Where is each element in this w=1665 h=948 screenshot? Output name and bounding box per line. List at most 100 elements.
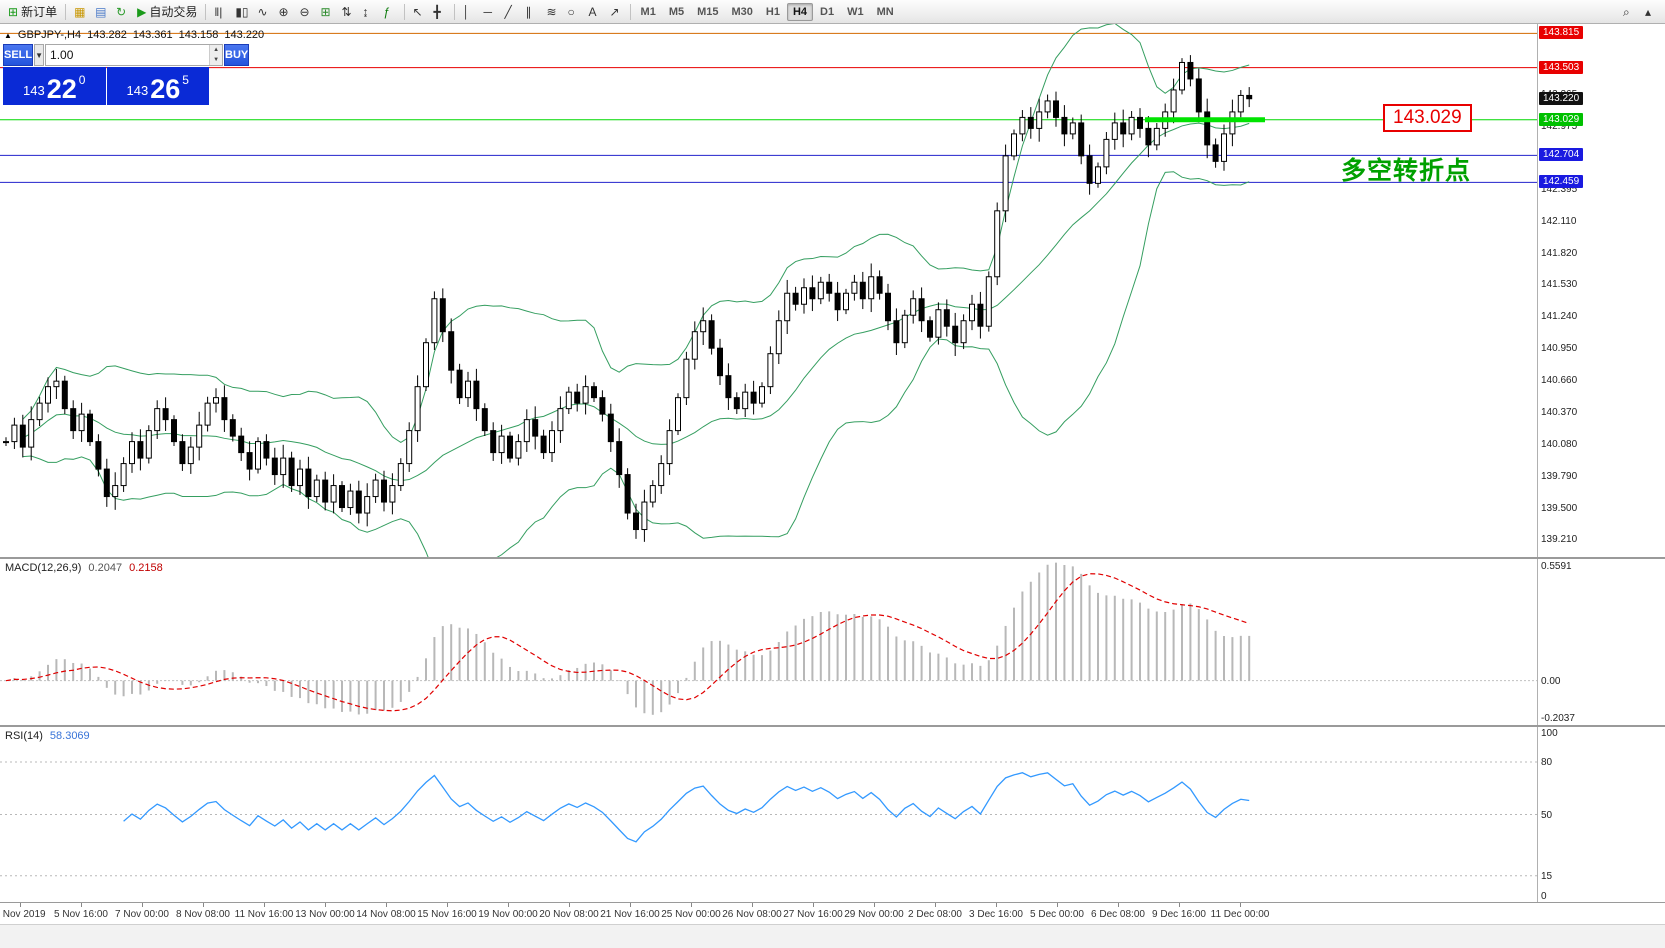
- price-scale[interactable]: 143.265142.975142.395142.110141.820141.5…: [1537, 24, 1665, 902]
- crosshair-icon: ╋: [433, 4, 441, 19]
- bollinger-middle-band: [22, 122, 1250, 482]
- crosshair-icon[interactable]: ╋: [430, 2, 450, 22]
- search-icon[interactable]: ⌕: [1619, 2, 1639, 22]
- volume-up-button[interactable]: ▲: [210, 45, 223, 55]
- tile-windows-icon[interactable]: ⊞: [317, 2, 337, 22]
- panel-divider[interactable]: [0, 557, 1665, 559]
- one-click-collapse-arrow[interactable]: ▲: [4, 30, 12, 40]
- macd-label: MACD(12,26,9) 0.2047 0.2158: [5, 562, 163, 574]
- panel-divider[interactable]: [0, 725, 1665, 727]
- rsi-scale-80: 80: [1541, 757, 1553, 768]
- sell-button[interactable]: SELL: [3, 44, 34, 66]
- text-icon[interactable]: A: [585, 2, 605, 22]
- channel-icon[interactable]: ∥: [522, 2, 542, 22]
- timeframe-button-h1[interactable]: H1: [765, 5, 780, 18]
- horizontal-line-icon: ─: [483, 4, 493, 19]
- macd-signal-line: [5, 573, 1250, 712]
- trendline-icon: ╱: [504, 4, 512, 19]
- toolbar-separator: [403, 3, 405, 20]
- price-badge-142.459: 142.459: [1539, 175, 1584, 189]
- time-tick: [325, 903, 326, 907]
- zoom-in-icon[interactable]: ⊕: [275, 2, 295, 22]
- time-axis[interactable]: 3 Nov 2019 5 Nov 16:00 7 Nov 00:00 8 Nov 08…: [0, 902, 1665, 924]
- window-bottom-strip: [0, 924, 1665, 948]
- arrange-asc-icon[interactable]: ⇅: [338, 2, 358, 22]
- price-badge-143.503: 143.503: [1539, 60, 1584, 74]
- rsi-panel[interactable]: RSI(14) 58.3069: [0, 727, 1537, 902]
- auto-trading-button[interactable]: ▶ 自动交易: [133, 2, 201, 22]
- bar-chart-icon[interactable]: ‖|: [210, 2, 230, 22]
- trendline-icon[interactable]: ╱: [501, 2, 521, 22]
- price-tick-142.975: 142.975: [1541, 120, 1578, 132]
- new-chart-icon[interactable]: ▦: [70, 2, 90, 22]
- cursor-icon[interactable]: ↖: [409, 2, 429, 22]
- price-tick-141.530: 141.530: [1541, 279, 1578, 291]
- buy-price-pane[interactable]: 143 26 5: [106, 67, 209, 105]
- volume-down-button[interactable]: ▼: [210, 55, 223, 65]
- price-tick-142.395: 142.395: [1541, 184, 1578, 196]
- toolbar-separator: [205, 3, 207, 20]
- toolbar-separator: [65, 3, 67, 20]
- toolbar-buttons: ⊞ 新订单 ▦ ▤ ↻ ▶ 自动交易 ‖| ▮▯ ∿ ⊕ ⊖ ⊞ ⇅ ↨ ƒ ↖ ╋ │ ─ ╱ ∥ ≋ ○ A ↗: [4, 2, 634, 22]
- timeframe-button-h4[interactable]: H4: [786, 2, 814, 21]
- refresh-icon[interactable]: ↻: [112, 2, 132, 22]
- zoom-out-icon[interactable]: ⊖: [296, 2, 316, 22]
- time-label: 3 Dec 16:00: [969, 909, 1023, 920]
- sell-price-pane[interactable]: 143 22 0: [3, 67, 106, 105]
- buy-button[interactable]: BUY: [224, 44, 250, 66]
- timeframe-button-m5[interactable]: M5: [668, 5, 685, 18]
- macd-scale--0.2037: -0.2037: [1541, 713, 1575, 724]
- timeframe-button-m30[interactable]: M30: [731, 5, 753, 18]
- candlestick-chart-icon[interactable]: ▮▯: [231, 2, 252, 22]
- text-icon: A: [588, 4, 597, 19]
- arrows-icon[interactable]: ↗: [606, 2, 626, 22]
- rsi-scale-0: 0: [1541, 891, 1547, 902]
- macd-histogram: [13, 562, 1251, 715]
- auto-trading-icon: ▶: [137, 4, 147, 19]
- time-label: 26 Nov 08:00: [722, 909, 782, 920]
- buy-price-pips: 26: [150, 74, 181, 105]
- timeframe-button-m1[interactable]: M1: [640, 5, 656, 18]
- macd-chart: [0, 562, 1537, 715]
- shapes-icon[interactable]: ○: [564, 2, 584, 22]
- macd-panel[interactable]: MACD(12,26,9) 0.2047 0.2158: [0, 559, 1537, 725]
- volume-dropdown-button[interactable]: ▼: [34, 44, 45, 66]
- timeframe-button-w1[interactable]: W1: [847, 5, 864, 18]
- main-chart-panel[interactable]: ▲ GBPJPY-,H4 143.282 143.361 143.158 143…: [0, 24, 1537, 557]
- turning-point-text-annotation[interactable]: 多空转折点: [1341, 157, 1472, 185]
- timeframe-button-mn[interactable]: MN: [876, 5, 894, 18]
- vertical-line-icon[interactable]: │: [459, 2, 479, 22]
- indicators-icon[interactable]: ƒ: [380, 2, 400, 22]
- sell-price-pips: 22: [46, 74, 77, 105]
- new-order-button[interactable]: ⊞ 新订单: [4, 2, 61, 22]
- fibonacci-icon[interactable]: ≋: [543, 2, 563, 22]
- rsi-scale-15: 15: [1541, 870, 1553, 882]
- shapes-icon: ○: [567, 4, 575, 19]
- price-callout-label[interactable]: 143.029: [1383, 104, 1472, 132]
- buy-price-base: 143: [126, 83, 149, 98]
- price-tick-139.210: 139.210: [1541, 534, 1578, 546]
- time-label: 15 Nov 16:00: [417, 909, 477, 920]
- macd-signal-value: 0.2158: [129, 562, 163, 574]
- time-label: 8 Nov 08:00: [176, 909, 230, 920]
- volume-input[interactable]: [46, 45, 210, 65]
- time-label: 5 Nov 16:00: [54, 909, 108, 920]
- profiles-icon[interactable]: ▤: [91, 2, 111, 22]
- zoom-in-icon: ⊕: [278, 4, 289, 19]
- line-chart-icon[interactable]: ∿: [254, 2, 274, 22]
- horizontal-line-icon[interactable]: ─: [480, 2, 500, 22]
- cursor-icon: ↖: [412, 4, 423, 19]
- arrange-desc-icon[interactable]: ↨: [359, 2, 379, 22]
- chevron-up-icon[interactable]: ▴: [1641, 2, 1661, 22]
- candlestick-chart[interactable]: [0, 24, 1537, 557]
- time-label: 7 Nov 00:00: [115, 909, 169, 920]
- time-label: 21 Nov 16:00: [600, 909, 660, 920]
- timeframe-button-d1[interactable]: D1: [820, 5, 835, 18]
- ohlc-close: 143.220: [224, 29, 265, 41]
- timeframe-button-m15[interactable]: M15: [697, 5, 719, 18]
- profiles-icon: ▤: [95, 4, 107, 19]
- macd-scale-0.00: 0.00: [1541, 675, 1561, 687]
- time-tick: [203, 903, 204, 907]
- time-tick: [447, 903, 448, 907]
- ohlc-low: 143.158: [178, 29, 219, 41]
